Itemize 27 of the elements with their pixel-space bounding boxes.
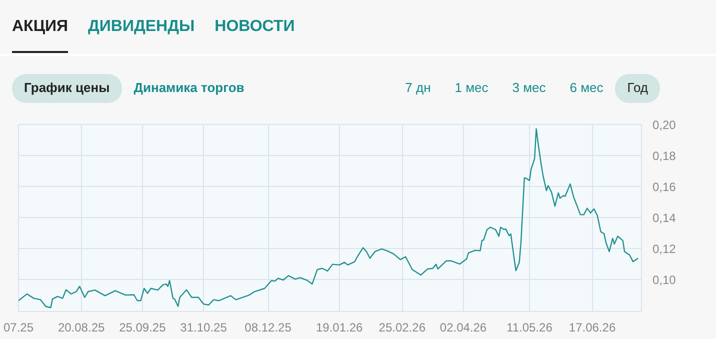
y-tick-label: 0,12	[652, 242, 676, 256]
x-tick-label: 17.06.26	[568, 320, 616, 334]
text: 7 дн	[404, 79, 432, 97]
y-tick-label: 0,10	[652, 273, 676, 288]
x-tick-label: 02.04.26	[440, 320, 487, 334]
y-tick-label: 0,18	[652, 149, 676, 164]
x-tick-label: 20.08.25	[58, 320, 105, 334]
x-tick-label: 07.25	[3, 320, 34, 334]
x-tick-label: 19.01.26	[316, 320, 364, 334]
y-tick-label: 0,20	[652, 118, 676, 132]
text: 1 мес	[454, 79, 490, 97]
x-tick-label: 11.05.26	[506, 320, 553, 334]
text: График цены	[12, 74, 122, 103]
x-tick-label: 31.10.25	[180, 320, 228, 334]
text: 3 мес	[511, 79, 547, 97]
x-tick-label: 08.12.25	[244, 320, 292, 334]
text: АКЦИЯ	[12, 16, 68, 53]
y-tick-label: 0,14	[652, 211, 676, 226]
line-series	[18, 128, 639, 308]
text: 6 мес	[568, 79, 604, 97]
text: НОВОСТИ	[214, 17, 295, 37]
y-tick-label: 0,16	[652, 180, 676, 194]
text: Динамика торгов	[132, 79, 246, 97]
x-tick-label: 25.02.26	[378, 320, 426, 334]
text: Год	[615, 74, 660, 103]
x-tick-label: 25.09.25	[119, 320, 166, 334]
text: ДИВИДЕНДЫ	[88, 17, 195, 37]
